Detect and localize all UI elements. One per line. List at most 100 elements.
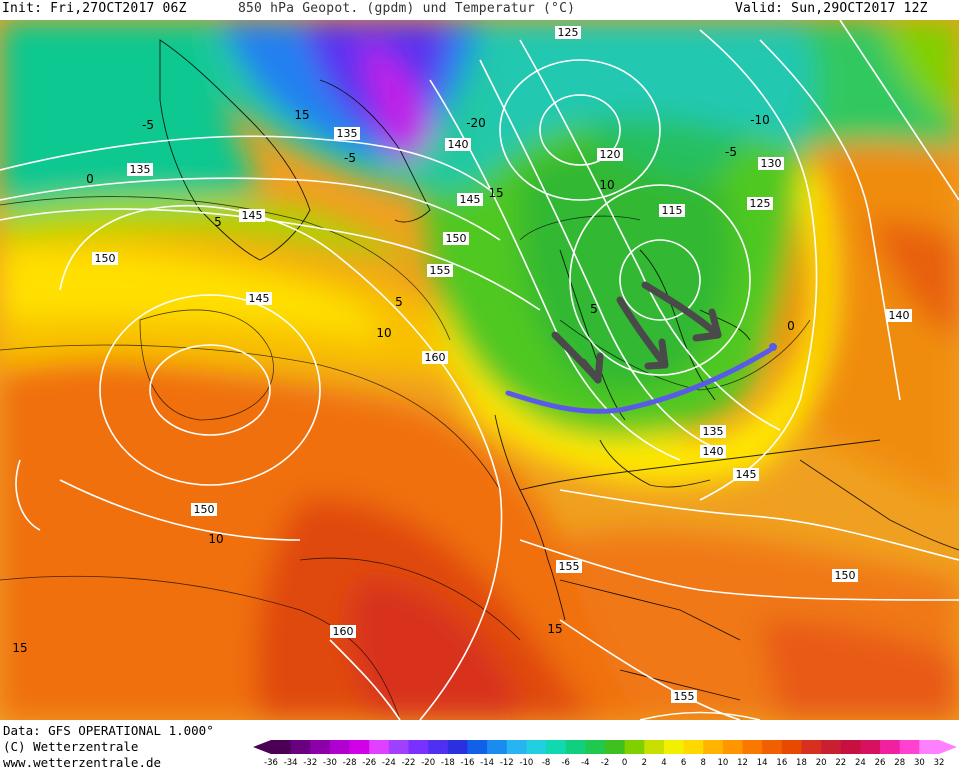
legend-tick-label: 18 bbox=[796, 758, 807, 766]
legend-swatch bbox=[310, 740, 331, 754]
geopotential-label: 155 bbox=[671, 690, 697, 703]
copyright: (C) Wetterzentrale bbox=[3, 739, 139, 754]
legend-swatch bbox=[781, 740, 802, 754]
legend-tick-label: 12 bbox=[737, 758, 748, 766]
geopotential-label-text: 150 bbox=[194, 503, 215, 516]
geopotential-label: 150 bbox=[832, 569, 858, 582]
geopotential-label: 150 bbox=[443, 232, 469, 245]
legend-tick-label: -24 bbox=[382, 758, 396, 766]
geopotential-label: 145 bbox=[246, 292, 272, 305]
geopotential-label-text: 135 bbox=[130, 163, 151, 176]
geopotential-label-text: 150 bbox=[835, 569, 856, 582]
legend-swatch bbox=[605, 740, 626, 754]
legend-tick-label: -30 bbox=[323, 758, 337, 766]
legend-swatch bbox=[408, 740, 429, 754]
legend-swatch bbox=[428, 740, 449, 754]
geopotential-label-text: 135 bbox=[703, 425, 724, 438]
flow-arrows bbox=[551, 281, 722, 384]
legend-swatch bbox=[506, 740, 527, 754]
valid-time: Valid: Sun,29OCT2017 12Z bbox=[735, 1, 928, 16]
legend-swatch bbox=[369, 740, 390, 754]
legend-tick-label: -28 bbox=[343, 758, 357, 766]
geopotential-label: 150 bbox=[191, 503, 217, 516]
legend-tick-label: 10 bbox=[717, 758, 728, 766]
weather-map: 1251351401351401451451501551201151301251… bbox=[0, 20, 959, 720]
geopotential-label: 150 bbox=[92, 252, 118, 265]
geopotential-label-text: 125 bbox=[750, 197, 771, 210]
legend-swatch bbox=[546, 740, 567, 754]
contour-labels: 1251351401351401451451501551201151301251… bbox=[12, 26, 912, 703]
legend-tick-label: 26 bbox=[875, 758, 886, 766]
geopotential-label: 135 bbox=[700, 425, 726, 438]
temperature-label: 5 bbox=[214, 215, 222, 229]
legend-arrow-left bbox=[253, 740, 271, 754]
geopotential-label-text: 145 bbox=[460, 193, 481, 206]
geopotential-label-text: 145 bbox=[736, 468, 757, 481]
temperature-field bbox=[0, 20, 959, 720]
temperature-label: 15 bbox=[294, 108, 309, 122]
legend-swatch bbox=[762, 740, 783, 754]
front-line-end bbox=[769, 343, 777, 351]
legend-tick-label: -12 bbox=[500, 758, 514, 766]
geopotential-label: 145 bbox=[733, 468, 759, 481]
geopotential-label: 155 bbox=[427, 264, 453, 277]
geopotential-label: 115 bbox=[659, 204, 685, 217]
geopotential-label: 130 bbox=[758, 157, 784, 170]
geopotential-label-text: 145 bbox=[249, 292, 270, 305]
legend-swatch bbox=[447, 740, 468, 754]
geopotential-label-text: 140 bbox=[889, 309, 910, 322]
geopotential-label: 125 bbox=[555, 26, 581, 39]
geopotential-label-text: 135 bbox=[337, 127, 358, 140]
temperature-label: 5 bbox=[590, 302, 598, 316]
website[interactable]: www.wetterzentrale.de bbox=[3, 755, 162, 770]
geopotential-label-text: 140 bbox=[703, 445, 724, 458]
legend-swatch bbox=[526, 740, 547, 754]
geopotential-label-text: 115 bbox=[662, 204, 683, 217]
geopotential-label: 140 bbox=[886, 309, 912, 322]
geopotential-label: 140 bbox=[700, 445, 726, 458]
temperature-label: -5 bbox=[725, 145, 737, 159]
map-footer: Data: GFS OPERATIONAL 1.000° (C) Wetterz… bbox=[0, 720, 959, 770]
geopotential-label: 135 bbox=[127, 163, 153, 176]
legend-swatch bbox=[919, 740, 940, 754]
temperature-label: 10 bbox=[376, 326, 391, 340]
legend-tick-label: 32 bbox=[934, 758, 945, 766]
legend-swatch bbox=[565, 740, 586, 754]
isotherms bbox=[0, 196, 811, 720]
legend-swatch bbox=[880, 740, 901, 754]
geopotential-label: 125 bbox=[747, 197, 773, 210]
legend-tick-label: 0 bbox=[622, 758, 627, 766]
geopotential-label: 120 bbox=[597, 148, 623, 161]
geopotential-label-text: 125 bbox=[558, 26, 579, 39]
legend-swatch bbox=[722, 740, 744, 754]
geopotential-label: 140 bbox=[445, 138, 471, 151]
geopotential-label-text: 160 bbox=[333, 625, 354, 638]
legend-tick-label: 30 bbox=[914, 758, 925, 766]
temperature-label: 10 bbox=[599, 178, 614, 192]
legend-tick-label: -14 bbox=[480, 758, 494, 766]
temperature-label: 5 bbox=[395, 295, 403, 309]
legend-tick-label: -8 bbox=[542, 758, 550, 766]
geopotential-label-text: 140 bbox=[448, 138, 469, 151]
temperature-label: 10 bbox=[208, 532, 223, 546]
temperature-label: -20 bbox=[466, 116, 486, 130]
temperature-label: -10 bbox=[750, 113, 770, 127]
geopotential-label-text: 160 bbox=[425, 351, 446, 364]
legend-swatch bbox=[703, 740, 724, 754]
temperature-label: 15 bbox=[12, 641, 27, 655]
legend-swatch bbox=[388, 740, 410, 754]
data-source: Data: GFS OPERATIONAL 1.000° bbox=[3, 723, 214, 738]
legend-swatch bbox=[624, 740, 645, 754]
legend-swatch bbox=[644, 740, 665, 754]
legend-swatch bbox=[585, 740, 606, 754]
legend-tick-label: -4 bbox=[581, 758, 589, 766]
legend-tick-label: 8 bbox=[701, 758, 706, 766]
legend-tick-label: -18 bbox=[441, 758, 455, 766]
legend-swatch bbox=[899, 740, 920, 754]
temperature-label: -5 bbox=[142, 118, 154, 132]
legend-swatch bbox=[487, 740, 508, 754]
temperature-label: -5 bbox=[344, 151, 356, 165]
legend-swatch bbox=[860, 740, 881, 754]
legend-tick-label: -2 bbox=[601, 758, 609, 766]
geopotential-label-text: 155 bbox=[430, 264, 451, 277]
